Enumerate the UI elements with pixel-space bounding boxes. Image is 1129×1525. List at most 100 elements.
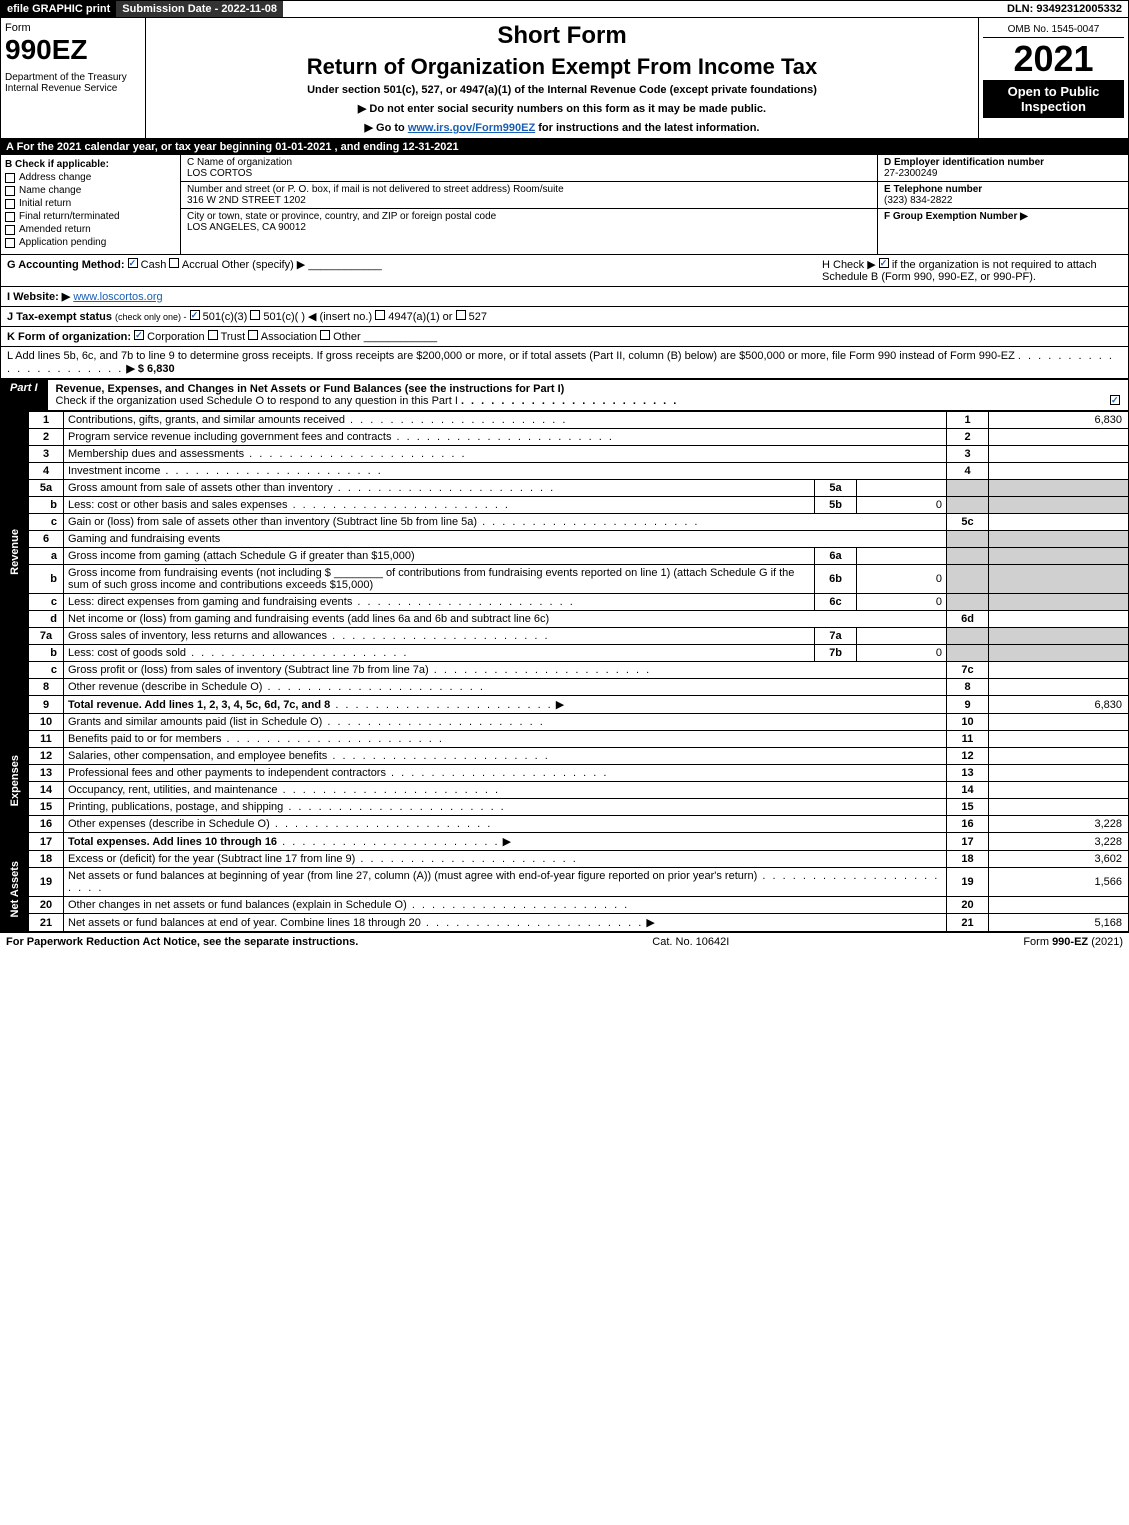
checkbox-cash[interactable] [128, 258, 138, 268]
subtitle: Under section 501(c), 527, or 4947(a)(1)… [156, 84, 968, 96]
form-header: Form 990EZ Department of the Treasury In… [0, 18, 1129, 139]
col-number: 5c [947, 514, 989, 531]
checkbox-icon [5, 212, 15, 222]
line-number: b [29, 645, 64, 662]
col-shaded [947, 645, 989, 662]
submission-date: Submission Date - 2022-11-08 [116, 1, 283, 17]
part-1-title: Revenue, Expenses, and Changes in Net As… [48, 379, 1129, 411]
line-number: 17 [29, 833, 64, 851]
website-link[interactable]: www.loscortos.org [73, 291, 162, 303]
checkbox-501c[interactable] [250, 310, 260, 320]
amount: 3,602 [989, 851, 1129, 868]
table-row: c Less: direct expenses from gaming and … [1, 594, 1129, 611]
checkbox-trust[interactable] [208, 330, 218, 340]
col-number: 15 [947, 799, 989, 816]
col-number: 21 [947, 914, 989, 932]
line-g: G Accounting Method: Cash Accrual Other … [7, 258, 822, 283]
line-a: A For the 2021 calendar year, or tax yea… [0, 139, 1129, 155]
opt-association: Association [261, 331, 317, 343]
amount [989, 463, 1129, 480]
checkbox-501c3[interactable] [190, 310, 200, 320]
line-desc: Net assets or fund balances at end of ye… [64, 914, 947, 932]
col-number: 3 [947, 446, 989, 463]
table-row: 20 Other changes in net assets or fund b… [1, 897, 1129, 914]
opt-501c3: 501(c)(3) [203, 311, 248, 323]
line-number: b [29, 565, 64, 594]
table-row: 15 Printing, publications, postage, and … [1, 799, 1129, 816]
table-row: 21 Net assets or fund balances at end of… [1, 914, 1129, 932]
irs-link[interactable]: www.irs.gov/Form990EZ [408, 122, 535, 134]
line-j: J Tax-exempt status (check only one) - 5… [0, 307, 1129, 327]
table-row: 19 Net assets or fund balances at beginn… [1, 868, 1129, 897]
instruction-2: ▶ Go to www.irs.gov/Form990EZ for instru… [156, 121, 968, 134]
instruction-1: ▶ Do not enter social security numbers o… [156, 102, 968, 115]
table-row: Expenses 10 Grants and similar amounts p… [1, 714, 1129, 731]
org-name-value: LOS CORTOS [187, 168, 252, 179]
checkbox-icon [5, 186, 15, 196]
amount-shaded [989, 594, 1129, 611]
section-b: B Check if applicable: Address change Na… [1, 155, 181, 254]
line-number: 15 [29, 799, 64, 816]
line-desc: Gross amount from sale of assets other t… [64, 480, 815, 497]
line-i-label: I Website: ▶ [7, 291, 70, 303]
org-name-label: C Name of organization [187, 157, 292, 168]
line-h-prefix: H Check ▶ [822, 259, 879, 271]
checkbox-corporation[interactable] [134, 330, 144, 340]
check-amended-return[interactable]: Amended return [5, 224, 176, 235]
org-name-row: C Name of organization LOS CORTOS [181, 155, 877, 182]
line-j-label: J Tax-exempt status [7, 311, 112, 323]
checkbox-other-org[interactable] [320, 330, 330, 340]
amount: 3,228 [989, 816, 1129, 833]
line-k: K Form of organization: Corporation Trus… [0, 327, 1129, 347]
amount-shaded [989, 565, 1129, 594]
checkbox-schedule-o[interactable] [1110, 395, 1120, 405]
amount [989, 765, 1129, 782]
line-desc: Less: direct expenses from gaming and fu… [64, 594, 815, 611]
col-number: 16 [947, 816, 989, 833]
check-initial-return[interactable]: Initial return [5, 198, 176, 209]
header-center: Short Form Return of Organization Exempt… [146, 18, 978, 138]
checkbox-4947[interactable] [375, 310, 385, 320]
check-address-change[interactable]: Address change [5, 172, 176, 183]
org-city-label: City or town, state or province, country… [187, 211, 496, 222]
part-1-tab: Part I [0, 379, 48, 411]
amount [989, 514, 1129, 531]
line-desc: Grants and similar amounts paid (list in… [64, 714, 947, 731]
checkbox-icon [5, 173, 15, 183]
section-def: D Employer identification number 27-2300… [878, 155, 1128, 254]
inner-box: 5a [815, 480, 857, 497]
col-number: 7c [947, 662, 989, 679]
col-shaded [947, 548, 989, 565]
checkbox-association[interactable] [248, 330, 258, 340]
line-j-note: (check only one) - [115, 312, 187, 322]
ein-label: D Employer identification number [884, 157, 1044, 168]
check-name-change[interactable]: Name change [5, 185, 176, 196]
col-shaded [947, 628, 989, 645]
line-number: c [29, 662, 64, 679]
table-row: 2 Program service revenue including gove… [1, 429, 1129, 446]
check-label: Amended return [19, 224, 91, 235]
org-city-value: LOS ANGELES, CA 90012 [187, 222, 306, 233]
group-exemption-row: F Group Exemption Number ▶ [878, 209, 1128, 224]
checkbox-accrual[interactable] [169, 258, 179, 268]
amount-shaded [989, 531, 1129, 548]
line-desc: Professional fees and other payments to … [64, 765, 947, 782]
top-bar: efile GRAPHIC print Submission Date - 20… [0, 0, 1129, 18]
check-label: Application pending [19, 237, 106, 248]
opt-527: 527 [469, 311, 487, 323]
title-main: Return of Organization Exempt From Incom… [156, 54, 968, 80]
line-desc: Membership dues and assessments [64, 446, 947, 463]
table-row: 5a Gross amount from sale of assets othe… [1, 480, 1129, 497]
line-desc: Less: cost or other basis and sales expe… [64, 497, 815, 514]
inner-value [857, 628, 947, 645]
telephone-row: E Telephone number (323) 834-2822 [878, 182, 1128, 209]
amount [989, 662, 1129, 679]
col-shaded [947, 480, 989, 497]
check-application-pending[interactable]: Application pending [5, 237, 176, 248]
inner-value: 0 [857, 565, 947, 594]
check-final-return[interactable]: Final return/terminated [5, 211, 176, 222]
checkbox-527[interactable] [456, 310, 466, 320]
amount [989, 782, 1129, 799]
amount [989, 714, 1129, 731]
checkbox-schedule-b[interactable] [879, 258, 889, 268]
